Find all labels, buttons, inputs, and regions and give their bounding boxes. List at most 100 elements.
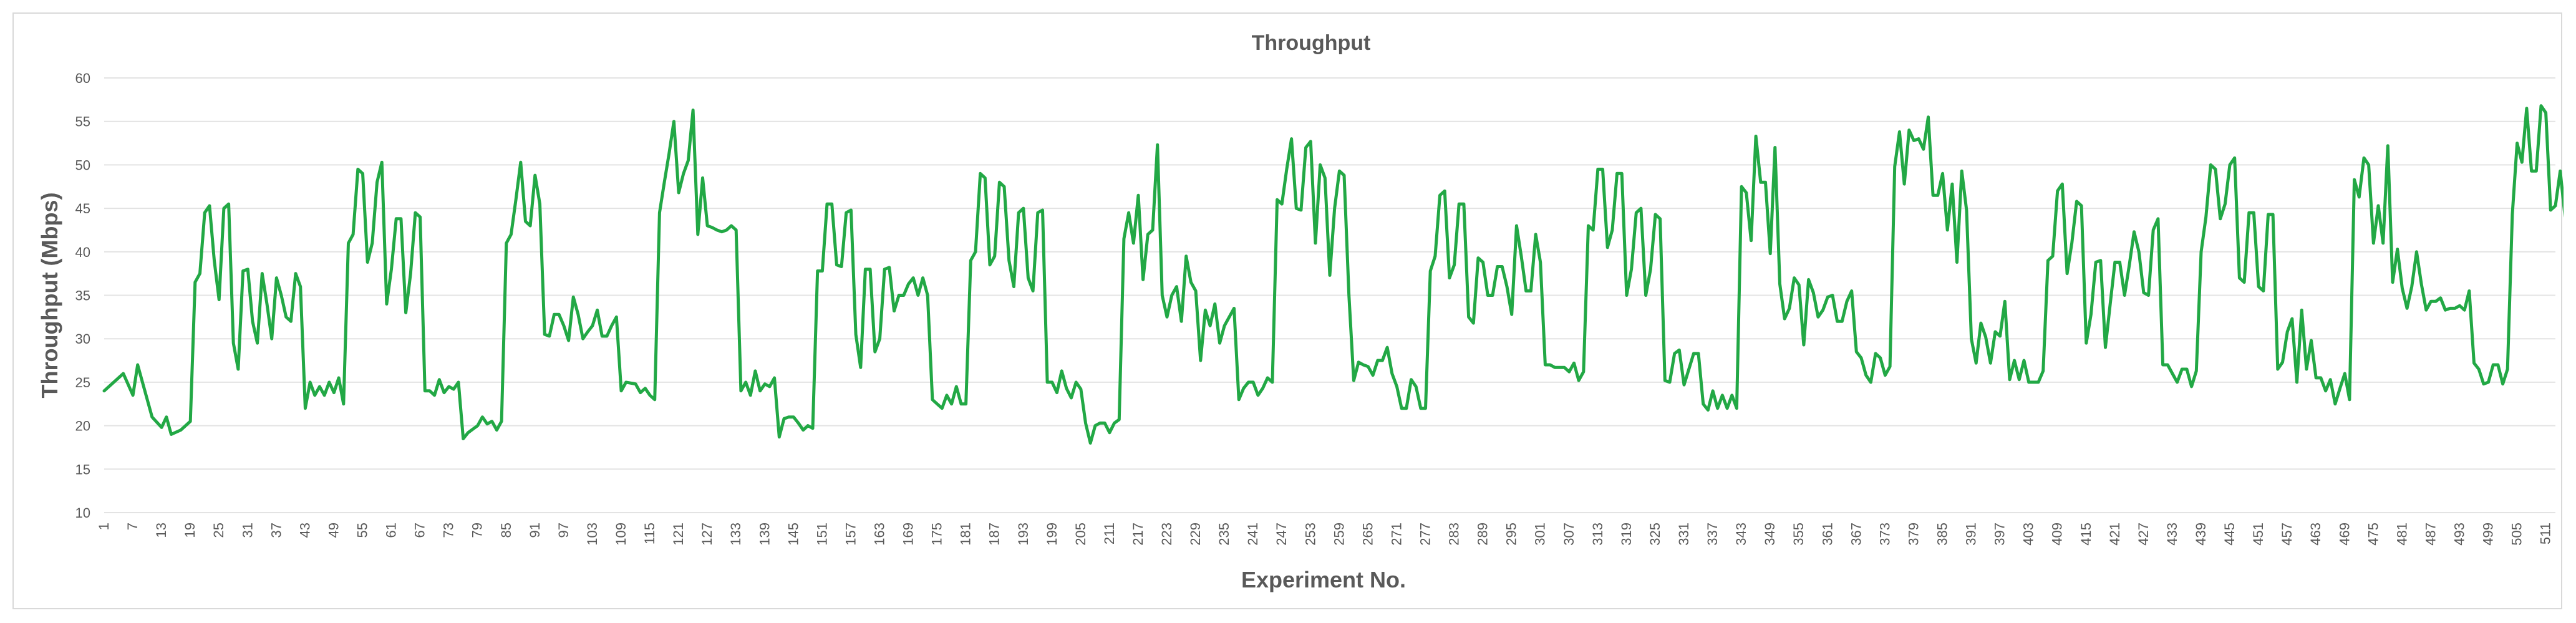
x-tick-label: 259 [1331,523,1347,546]
x-tick-label: 415 [2078,523,2094,546]
x-tick-label: 379 [1905,523,1921,546]
x-tick-label: 139 [757,523,772,546]
x-tick-label: 49 [326,523,341,538]
y-tick-label: 60 [75,70,90,86]
x-tick-label: 61 [384,523,399,538]
x-tick-label: 187 [987,523,1002,546]
throughput-chart: Throughput 10 15 20 25 30 35 40 45 50 55 60 1 7 13 19… [37,31,2564,592]
x-axis-ticks: 1 7 13 19 25 31 37 43 49 55 61 67 73 79 85 91 97 103 109 11… [96,523,2554,546]
x-tick-label: 157 [843,523,858,546]
x-tick-label: 475 [2365,523,2381,546]
y-tick-label: 40 [75,244,90,260]
x-tick-label: 367 [1848,523,1864,546]
x-tick-label: 277 [1418,523,1433,546]
x-tick-label: 223 [1159,523,1174,546]
x-tick-label: 385 [1935,523,1950,546]
x-tick-label: 397 [1992,523,2008,546]
x-tick-label: 337 [1705,523,1720,546]
x-tick-label: 79 [470,523,485,538]
x-tick-label: 43 [297,523,312,538]
x-tick-label: 55 [354,523,370,538]
x-tick-label: 199 [1044,523,1060,546]
y-tick-label: 50 [75,157,90,173]
x-tick-label: 133 [728,523,743,546]
x-tick-label: 457 [2279,523,2295,546]
x-tick-label: 253 [1302,523,1318,546]
x-tick-label: 25 [211,523,226,538]
x-tick-label: 97 [556,523,571,538]
x-tick-label: 289 [1475,523,1491,546]
x-tick-label: 205 [1073,523,1088,546]
x-tick-label: 181 [958,523,974,546]
x-tick-label: 91 [527,523,543,538]
y-tick-label: 25 [75,375,90,390]
x-tick-label: 67 [412,523,428,538]
y-tick-label: 15 [75,461,90,477]
y-tick-label: 10 [75,505,90,521]
x-tick-label: 451 [2250,523,2266,546]
x-tick-label: 229 [1188,523,1203,546]
y-axis-title: Throughput (Mbps) [37,193,62,398]
x-tick-label: 271 [1388,523,1404,546]
x-tick-label: 409 [2050,523,2065,546]
x-tick-label: 373 [1877,523,1892,546]
x-tick-label: 325 [1647,523,1663,546]
x-tick-label: 361 [1819,523,1835,546]
x-tick-label: 343 [1733,523,1749,546]
x-tick-label: 349 [1762,523,1778,546]
x-tick-label: 19 [182,523,198,538]
x-tick-label: 1 [96,523,112,530]
y-tick-label: 55 [75,114,90,130]
x-tick-label: 331 [1676,523,1692,546]
x-tick-label: 421 [2107,523,2123,546]
x-tick-label: 151 [814,523,830,546]
x-tick-label: 469 [2336,523,2352,546]
grid-lines [104,77,2555,513]
series-line-throughput [102,104,2564,445]
x-tick-label: 403 [2021,523,2036,546]
x-tick-label: 175 [929,523,945,546]
y-tick-label: 30 [75,331,90,347]
x-tick-label: 487 [2423,523,2438,546]
x-tick-label: 439 [2193,523,2209,546]
x-tick-label: 283 [1446,523,1462,546]
x-tick-label: 295 [1504,523,1519,546]
x-tick-label: 73 [441,523,457,538]
x-tick-label: 301 [1533,523,1548,546]
y-tick-label: 35 [75,288,90,304]
x-axis-title: Experiment No. [1241,567,1406,592]
x-tick-label: 463 [2308,523,2323,546]
x-tick-label: 505 [2509,523,2525,546]
x-tick-label: 109 [613,523,629,546]
x-tick-label: 121 [671,523,686,546]
x-tick-label: 319 [1619,523,1634,546]
x-tick-label: 355 [1791,523,1806,546]
x-tick-label: 13 [153,523,169,538]
x-tick-label: 313 [1590,523,1605,546]
x-tick-label: 115 [642,523,657,544]
x-tick-label: 445 [2222,523,2237,546]
x-tick-label: 127 [699,523,715,546]
x-tick-label: 145 [785,523,801,546]
y-tick-label: 20 [75,418,90,434]
x-tick-label: 103 [584,523,600,546]
x-tick-label: 493 [2451,523,2467,546]
x-tick-label: 247 [1274,523,1289,546]
x-tick-label: 217 [1130,523,1146,546]
chart-title: Throughput [1252,31,1371,55]
x-tick-label: 85 [498,523,514,538]
y-axis-ticks: 10 15 20 25 30 35 40 45 50 55 60 [75,70,90,521]
x-tick-label: 391 [1963,523,1979,546]
x-tick-label: 7 [125,523,140,530]
x-tick-label: 235 [1216,523,1232,546]
x-tick-label: 427 [2136,523,2151,546]
x-tick-label: 163 [871,523,887,546]
x-tick-label: 31 [240,523,255,538]
x-tick-label: 193 [1015,523,1031,546]
x-tick-label: 511 [2538,523,2554,544]
x-tick-label: 307 [1561,523,1577,546]
x-tick-label: 37 [268,523,284,538]
x-tick-label: 241 [1245,523,1261,546]
x-tick-label: 265 [1360,523,1375,546]
x-tick-label: 169 [901,523,916,546]
